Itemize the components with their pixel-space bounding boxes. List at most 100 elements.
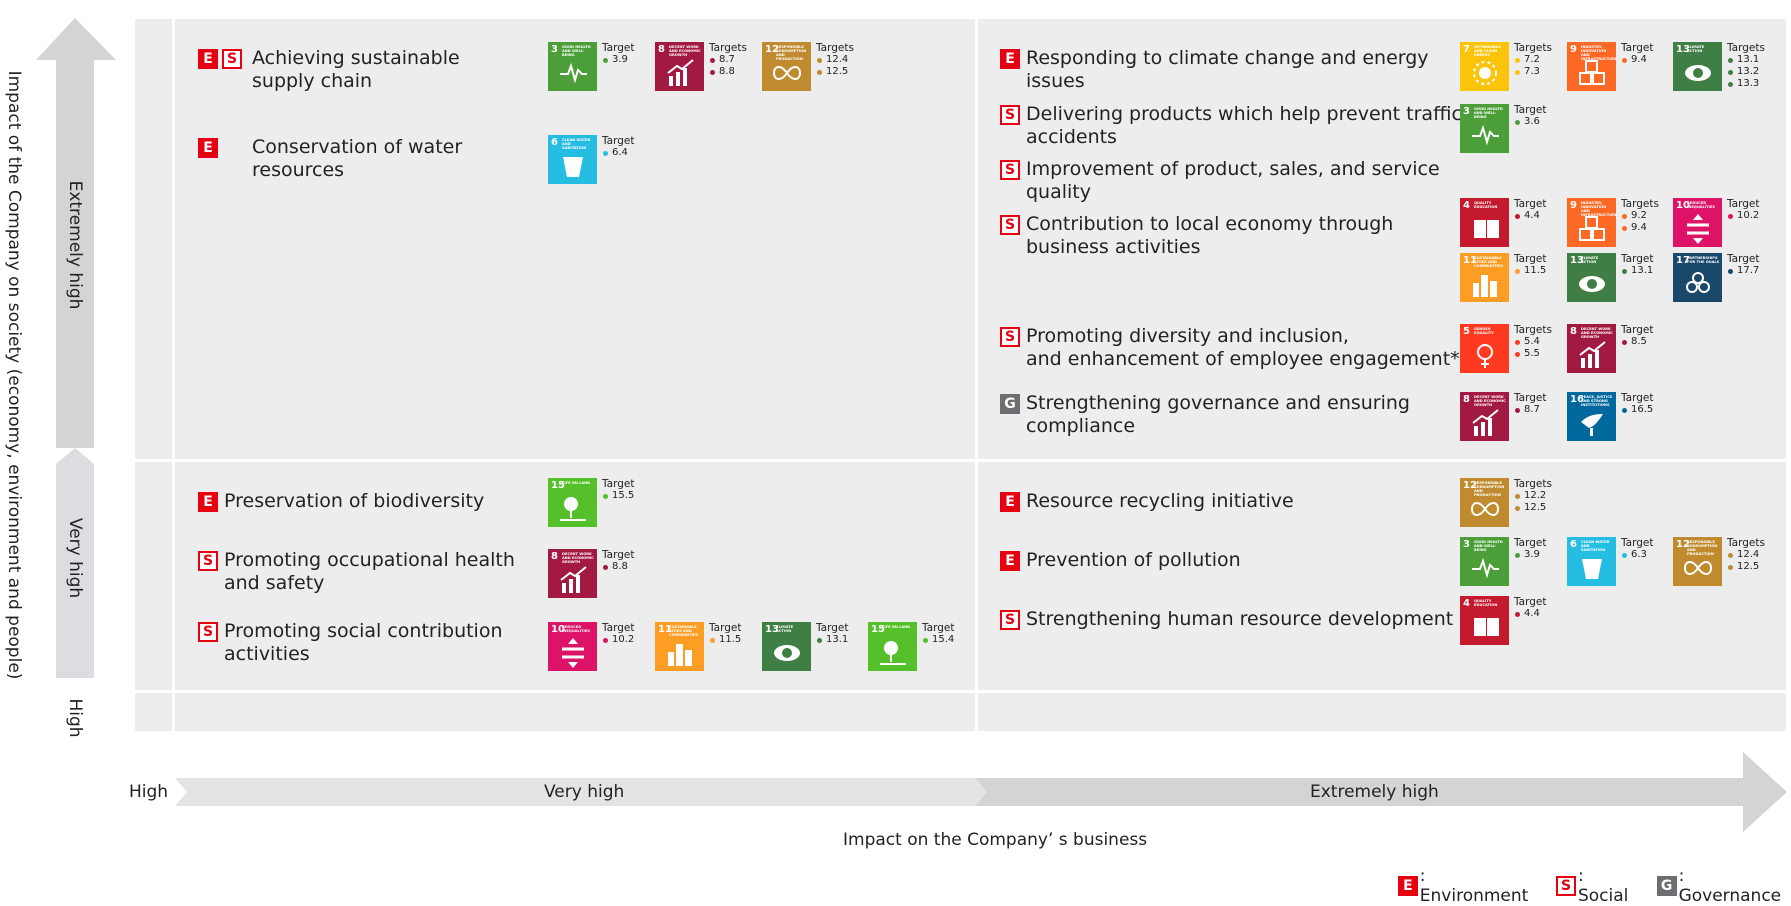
category-badges: S xyxy=(198,549,224,571)
target-dot xyxy=(1622,339,1627,345)
sdg-title: Sustainable cities and communities xyxy=(669,625,698,637)
material-issue-item: E S Achieving sustainable supply chain xyxy=(198,47,460,93)
sdg-number: 5 xyxy=(1463,326,1470,337)
target-number: 12.5 xyxy=(826,66,849,77)
target-value: 12.4 xyxy=(1727,549,1765,561)
target-dot xyxy=(1622,213,1627,219)
sdg-number: 10 xyxy=(1676,200,1690,211)
sdg-goal-15: 15 Life on land Target 15.4 xyxy=(868,622,954,671)
sdg-4-icon: 4 Quality education xyxy=(1460,198,1509,247)
sdg-goal-8: 8 Decent work and economic growth Target 8.… xyxy=(548,549,634,598)
target-value: 12.5 xyxy=(1514,502,1552,514)
category-badges: S xyxy=(198,620,224,642)
sdg-title: Quality education xyxy=(1474,599,1498,607)
sdg-goal-3: 3 Good health and well-being Target 3.9 xyxy=(548,42,634,91)
targets-heading: Targets xyxy=(1727,537,1765,549)
target-dot xyxy=(1515,505,1520,511)
targets-heading: Targets xyxy=(1514,42,1552,54)
sdg-goal-16: 16 Peace, justice and strong institutions… xyxy=(1567,392,1653,441)
material-issue-label: Conservation of water resources xyxy=(252,136,463,181)
sdg-pictogram-icon xyxy=(560,566,587,593)
target-number: 6.3 xyxy=(1631,549,1647,560)
legend-social-label: : Social xyxy=(1577,866,1629,906)
target-number: 12.5 xyxy=(1524,502,1547,513)
material-issue-item: E Responding to climate change and energy… xyxy=(1000,47,1429,93)
material-issue-label: Preservation of biodiversity xyxy=(224,490,485,512)
sdg-10-icon: 10 Reduced inequalities xyxy=(1673,198,1722,247)
sdg-13-icon: 13 Climate action xyxy=(1673,42,1722,91)
targets-heading: Targets xyxy=(709,42,747,54)
sdg-pictogram-icon xyxy=(560,62,587,84)
target-value: 16.5 xyxy=(1621,404,1653,416)
sdg-goal-13: 13 Climate action Target 13.1 xyxy=(1567,253,1653,302)
sdg-goal-9: 9 Industry, innovation and infrastructure… xyxy=(1567,42,1653,91)
social-badge: S xyxy=(1000,105,1020,125)
sdg-title: Reduced inequalities xyxy=(1687,201,1715,209)
target-value: 3.6 xyxy=(1514,116,1546,128)
target-value: 4.4 xyxy=(1514,608,1546,620)
category-badges: S xyxy=(1000,608,1026,630)
sdg-title: Good health and well-being xyxy=(562,45,591,57)
category-badges: E xyxy=(1000,490,1026,512)
sdg-title: Reduced inequalities xyxy=(562,625,590,633)
sdg-targets: Targets 12.4 12.5 xyxy=(816,42,854,78)
target-number: 12.2 xyxy=(1524,490,1547,501)
material-issue-item: S Promoting diversity and inclusion, and … xyxy=(1000,325,1460,371)
sdg-pictogram-icon xyxy=(668,644,692,666)
sdg-8-icon: 8 Decent work and economic growth xyxy=(1567,324,1616,373)
material-issue-label: Delivering products which help prevent t… xyxy=(1026,103,1462,148)
target-dot xyxy=(1728,57,1733,63)
sdg-15-icon: 15 Life on land xyxy=(548,478,597,527)
sdg-number: 11 xyxy=(658,624,672,635)
legend: E : Environment S : Social G : Governanc… xyxy=(1398,866,1791,906)
material-issue-label: Improvement of product, sales, and servi… xyxy=(1026,158,1440,203)
target-value: 12.2 xyxy=(1514,490,1552,502)
grid-line-vertical-left xyxy=(172,19,175,731)
x-level-high: High xyxy=(129,782,169,802)
sdg-pictogram-icon xyxy=(1581,414,1603,436)
sdg-title: Life on land xyxy=(562,481,591,485)
sdg-number: 8 xyxy=(1463,394,1470,405)
sdg-goal-11: 11 Sustainable cities and communities Targ… xyxy=(655,622,741,671)
category-badges: G xyxy=(1000,392,1026,414)
sdg-pictogram-icon xyxy=(1473,275,1497,297)
sdg-number: 13 xyxy=(1676,44,1690,55)
targets-heading: Targets xyxy=(1621,198,1659,210)
sdg-12-icon: 12 Responsible consumption and production xyxy=(1673,537,1722,586)
material-issue-item: S Promoting occupational health and safet… xyxy=(198,549,515,595)
sdg-9-icon: 9 Industry, innovation and infrastructure xyxy=(1567,198,1618,247)
target-number: 13.3 xyxy=(1737,78,1760,89)
sdg-3-icon: 3 Good health and well-being xyxy=(1460,537,1509,586)
target-dot xyxy=(1515,57,1520,63)
sdg-title: Industry, innovation and infrastructure xyxy=(1581,201,1618,217)
target-value: 11.5 xyxy=(1514,265,1546,277)
material-issue-item: S Improvement of product, sales, and serv… xyxy=(1000,158,1440,204)
sdg-4-icon: 4 Quality education xyxy=(1460,596,1509,645)
sdg-pictogram-icon xyxy=(560,497,586,521)
x-level-very-high: Very high xyxy=(544,782,625,802)
targets-heading: Target xyxy=(922,622,955,634)
sdg-pictogram-icon xyxy=(1477,344,1493,368)
material-issue-label: Resource recycling initiative xyxy=(1026,490,1294,512)
social-badge: S xyxy=(1556,876,1576,896)
target-value: 15.4 xyxy=(922,634,954,646)
environment-badge: E xyxy=(1000,492,1020,512)
target-dot xyxy=(817,69,822,75)
sdg-goal-3: 3 Good health and well-being Target 3.9 xyxy=(1460,537,1546,586)
sdg-goal-6: 6 Clean water and sanitation Target 6.4 xyxy=(548,135,634,184)
category-badges: S xyxy=(1000,325,1026,347)
target-number: 15.5 xyxy=(612,490,635,501)
target-dot xyxy=(710,637,715,643)
grid-line-horizontal-upper xyxy=(135,459,1786,462)
target-number: 6.4 xyxy=(612,147,628,158)
sdg-goal-3: 3 Good health and well-being Target 3.6 xyxy=(1460,104,1546,153)
sdg-number: 7 xyxy=(1463,44,1470,55)
target-dot xyxy=(1515,119,1520,125)
sdg-11-icon: 11 Sustainable cities and communities xyxy=(655,622,704,671)
target-number: 11.5 xyxy=(719,634,742,645)
target-dot xyxy=(1728,213,1733,219)
target-number: 4.4 xyxy=(1524,608,1540,619)
legend-governance-label: : Governance xyxy=(1678,866,1782,906)
targets-heading: Target xyxy=(1514,253,1547,265)
sdg-pictogram-icon xyxy=(880,641,906,665)
